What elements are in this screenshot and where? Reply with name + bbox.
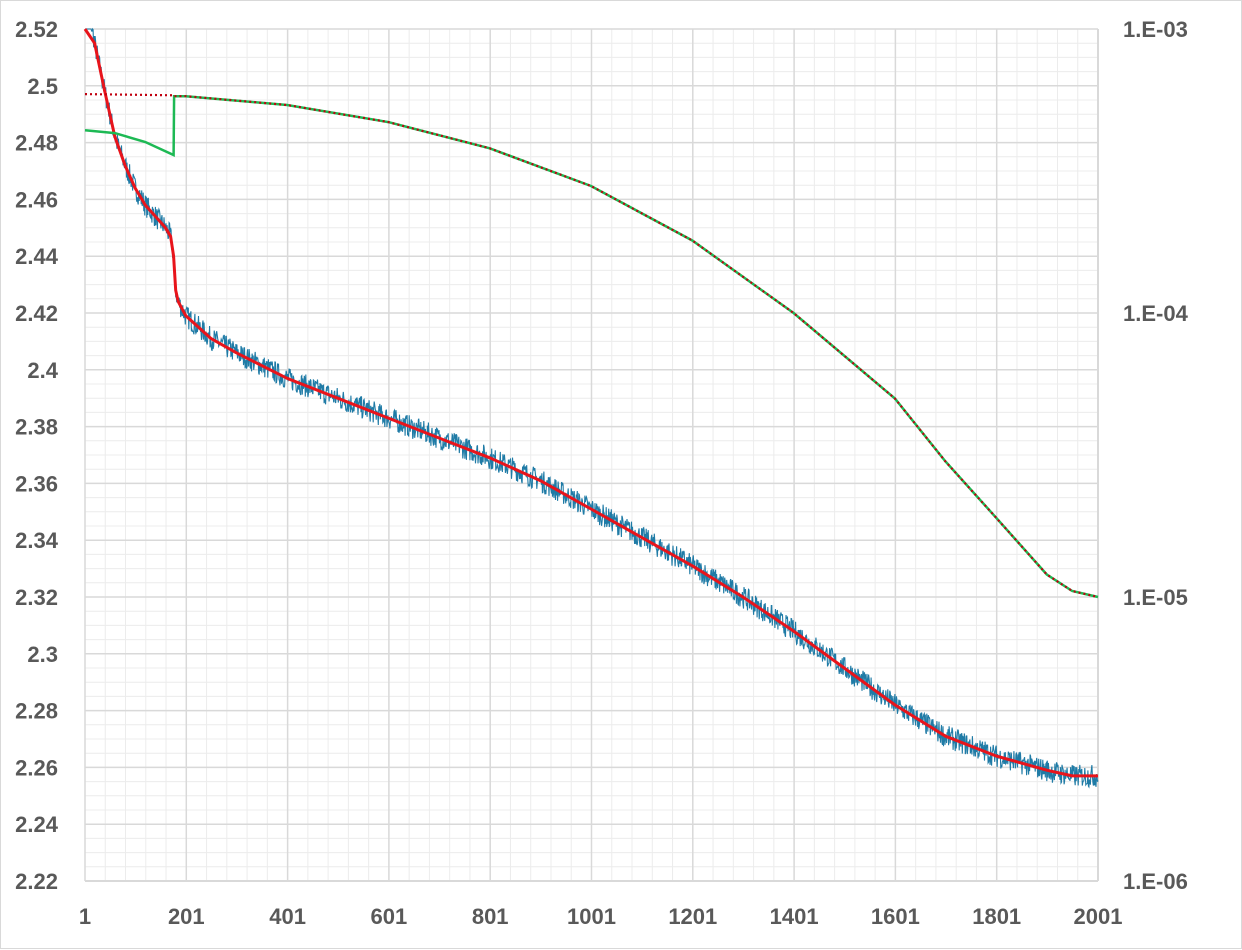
x-tick-label: 1 xyxy=(79,904,91,929)
left-axis-tick-labels: 2.52 2.5 2.48 2.46 2.44 2.42 2.4 2.38 2.36 2.34 2.… xyxy=(15,17,59,894)
y-tick-label: 2.44 xyxy=(15,244,59,269)
y-tick-label: 2.46 xyxy=(15,187,58,212)
y-tick-label: 2.28 xyxy=(15,699,58,724)
x-axis-tick-labels: 1 201 401 601 801 1001 1201 1401 1601 1801 2001 xyxy=(79,904,1123,929)
y2-tick-label: 1.E-06 xyxy=(1123,869,1188,894)
y-tick-label: 2.36 xyxy=(15,471,58,496)
series-lr-actual-line xyxy=(84,94,1099,599)
right-axis-tick-labels: 1.E-03 1.E-04 1.E-05 1.E-06 xyxy=(1123,17,1189,894)
y-tick-label: 2.32 xyxy=(15,585,58,610)
x-tick-label: 401 xyxy=(269,904,306,929)
y-tick-label: 2.48 xyxy=(15,131,58,156)
y-tick-label: 2.3 xyxy=(27,642,58,667)
y2-tick-label: 1.E-03 xyxy=(1123,17,1188,42)
y-tick-label: 2.34 xyxy=(15,528,59,553)
y-tick-label: 2.42 xyxy=(15,301,58,326)
axis-lines xyxy=(85,29,1099,882)
x-tick-label: 1601 xyxy=(871,904,920,929)
x-tick-label: 2001 xyxy=(1074,904,1123,929)
y-tick-label: 2.38 xyxy=(15,415,58,440)
y-tick-label: 2.22 xyxy=(15,869,58,894)
series-layer xyxy=(83,27,1099,789)
y2-tick-label: 1.E-05 xyxy=(1123,585,1188,610)
y-tick-label: 2.4 xyxy=(27,358,58,383)
x-tick-label: 1201 xyxy=(668,904,717,929)
series-loss-smoothed-line xyxy=(83,28,1098,778)
x-tick-label: 1001 xyxy=(567,904,616,929)
y-tick-label: 2.24 xyxy=(15,812,59,837)
x-tick-label: 801 xyxy=(472,904,509,929)
y2-tick-label: 1.E-04 xyxy=(1123,301,1189,326)
x-tick-label: 201 xyxy=(168,904,205,929)
y-tick-label: 2.26 xyxy=(15,755,58,780)
x-tick-label: 601 xyxy=(371,904,408,929)
x-tick-label: 1801 xyxy=(972,904,1021,929)
x-tick-label: 1401 xyxy=(770,904,819,929)
y-tick-label: 2.52 xyxy=(15,17,58,42)
series-loss-raw-line xyxy=(85,27,1099,789)
y-tick-label: 2.5 xyxy=(27,74,58,99)
